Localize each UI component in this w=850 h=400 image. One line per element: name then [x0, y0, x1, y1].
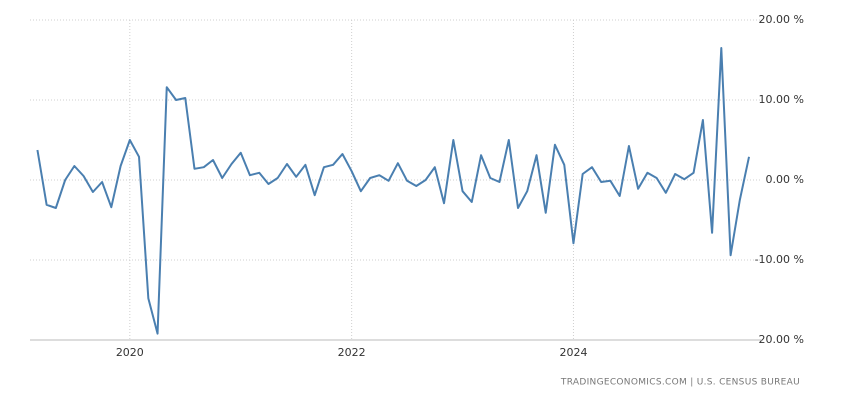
y-tick-label: 0.00 % [766, 173, 804, 186]
y-tick-label: -20.00 % [755, 333, 804, 346]
x-tick-label: 2020 [116, 346, 144, 359]
y-tick-label: 10.00 % [759, 93, 804, 106]
source: TRADINGECONOMICS.COM | U.S. CENSUS BUREA… [560, 378, 800, 388]
data-line [36, 47, 750, 335]
y-tick-label: -10.00 % [755, 253, 804, 266]
x-tick-label: 2022 [338, 346, 366, 359]
y-tick-label: 20.00 % [759, 13, 804, 26]
x-tick-label: 2024 [559, 346, 587, 359]
